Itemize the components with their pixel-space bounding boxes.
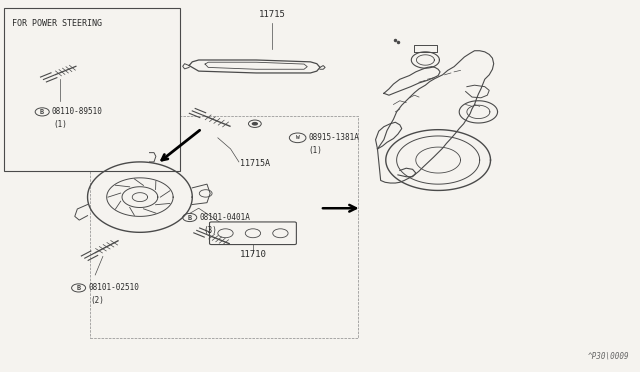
- Text: B: B: [40, 109, 44, 115]
- Text: W: W: [296, 135, 300, 140]
- Bar: [90, 116, 358, 338]
- Text: 11715: 11715: [259, 10, 285, 19]
- Text: FOR POWER STEERING: FOR POWER STEERING: [12, 19, 102, 28]
- Circle shape: [252, 122, 258, 126]
- Text: B: B: [77, 285, 81, 291]
- Text: ^P30\0009: ^P30\0009: [588, 351, 630, 360]
- Text: (3): (3): [204, 226, 217, 235]
- Text: 11710: 11710: [239, 250, 266, 259]
- Text: 08101-0401A: 08101-0401A: [200, 213, 251, 222]
- Text: 08110-89510: 08110-89510: [52, 108, 102, 116]
- Text: (1): (1): [53, 121, 67, 129]
- FancyBboxPatch shape: [209, 222, 296, 244]
- Text: 08915-1381A: 08915-1381A: [308, 133, 360, 142]
- Text: (2): (2): [91, 296, 105, 305]
- Text: 11715A: 11715A: [240, 159, 270, 168]
- Bar: [4, 8, 179, 171]
- Text: 08101-02510: 08101-02510: [89, 283, 140, 292]
- Text: B: B: [188, 215, 192, 221]
- Text: (1): (1): [308, 146, 322, 155]
